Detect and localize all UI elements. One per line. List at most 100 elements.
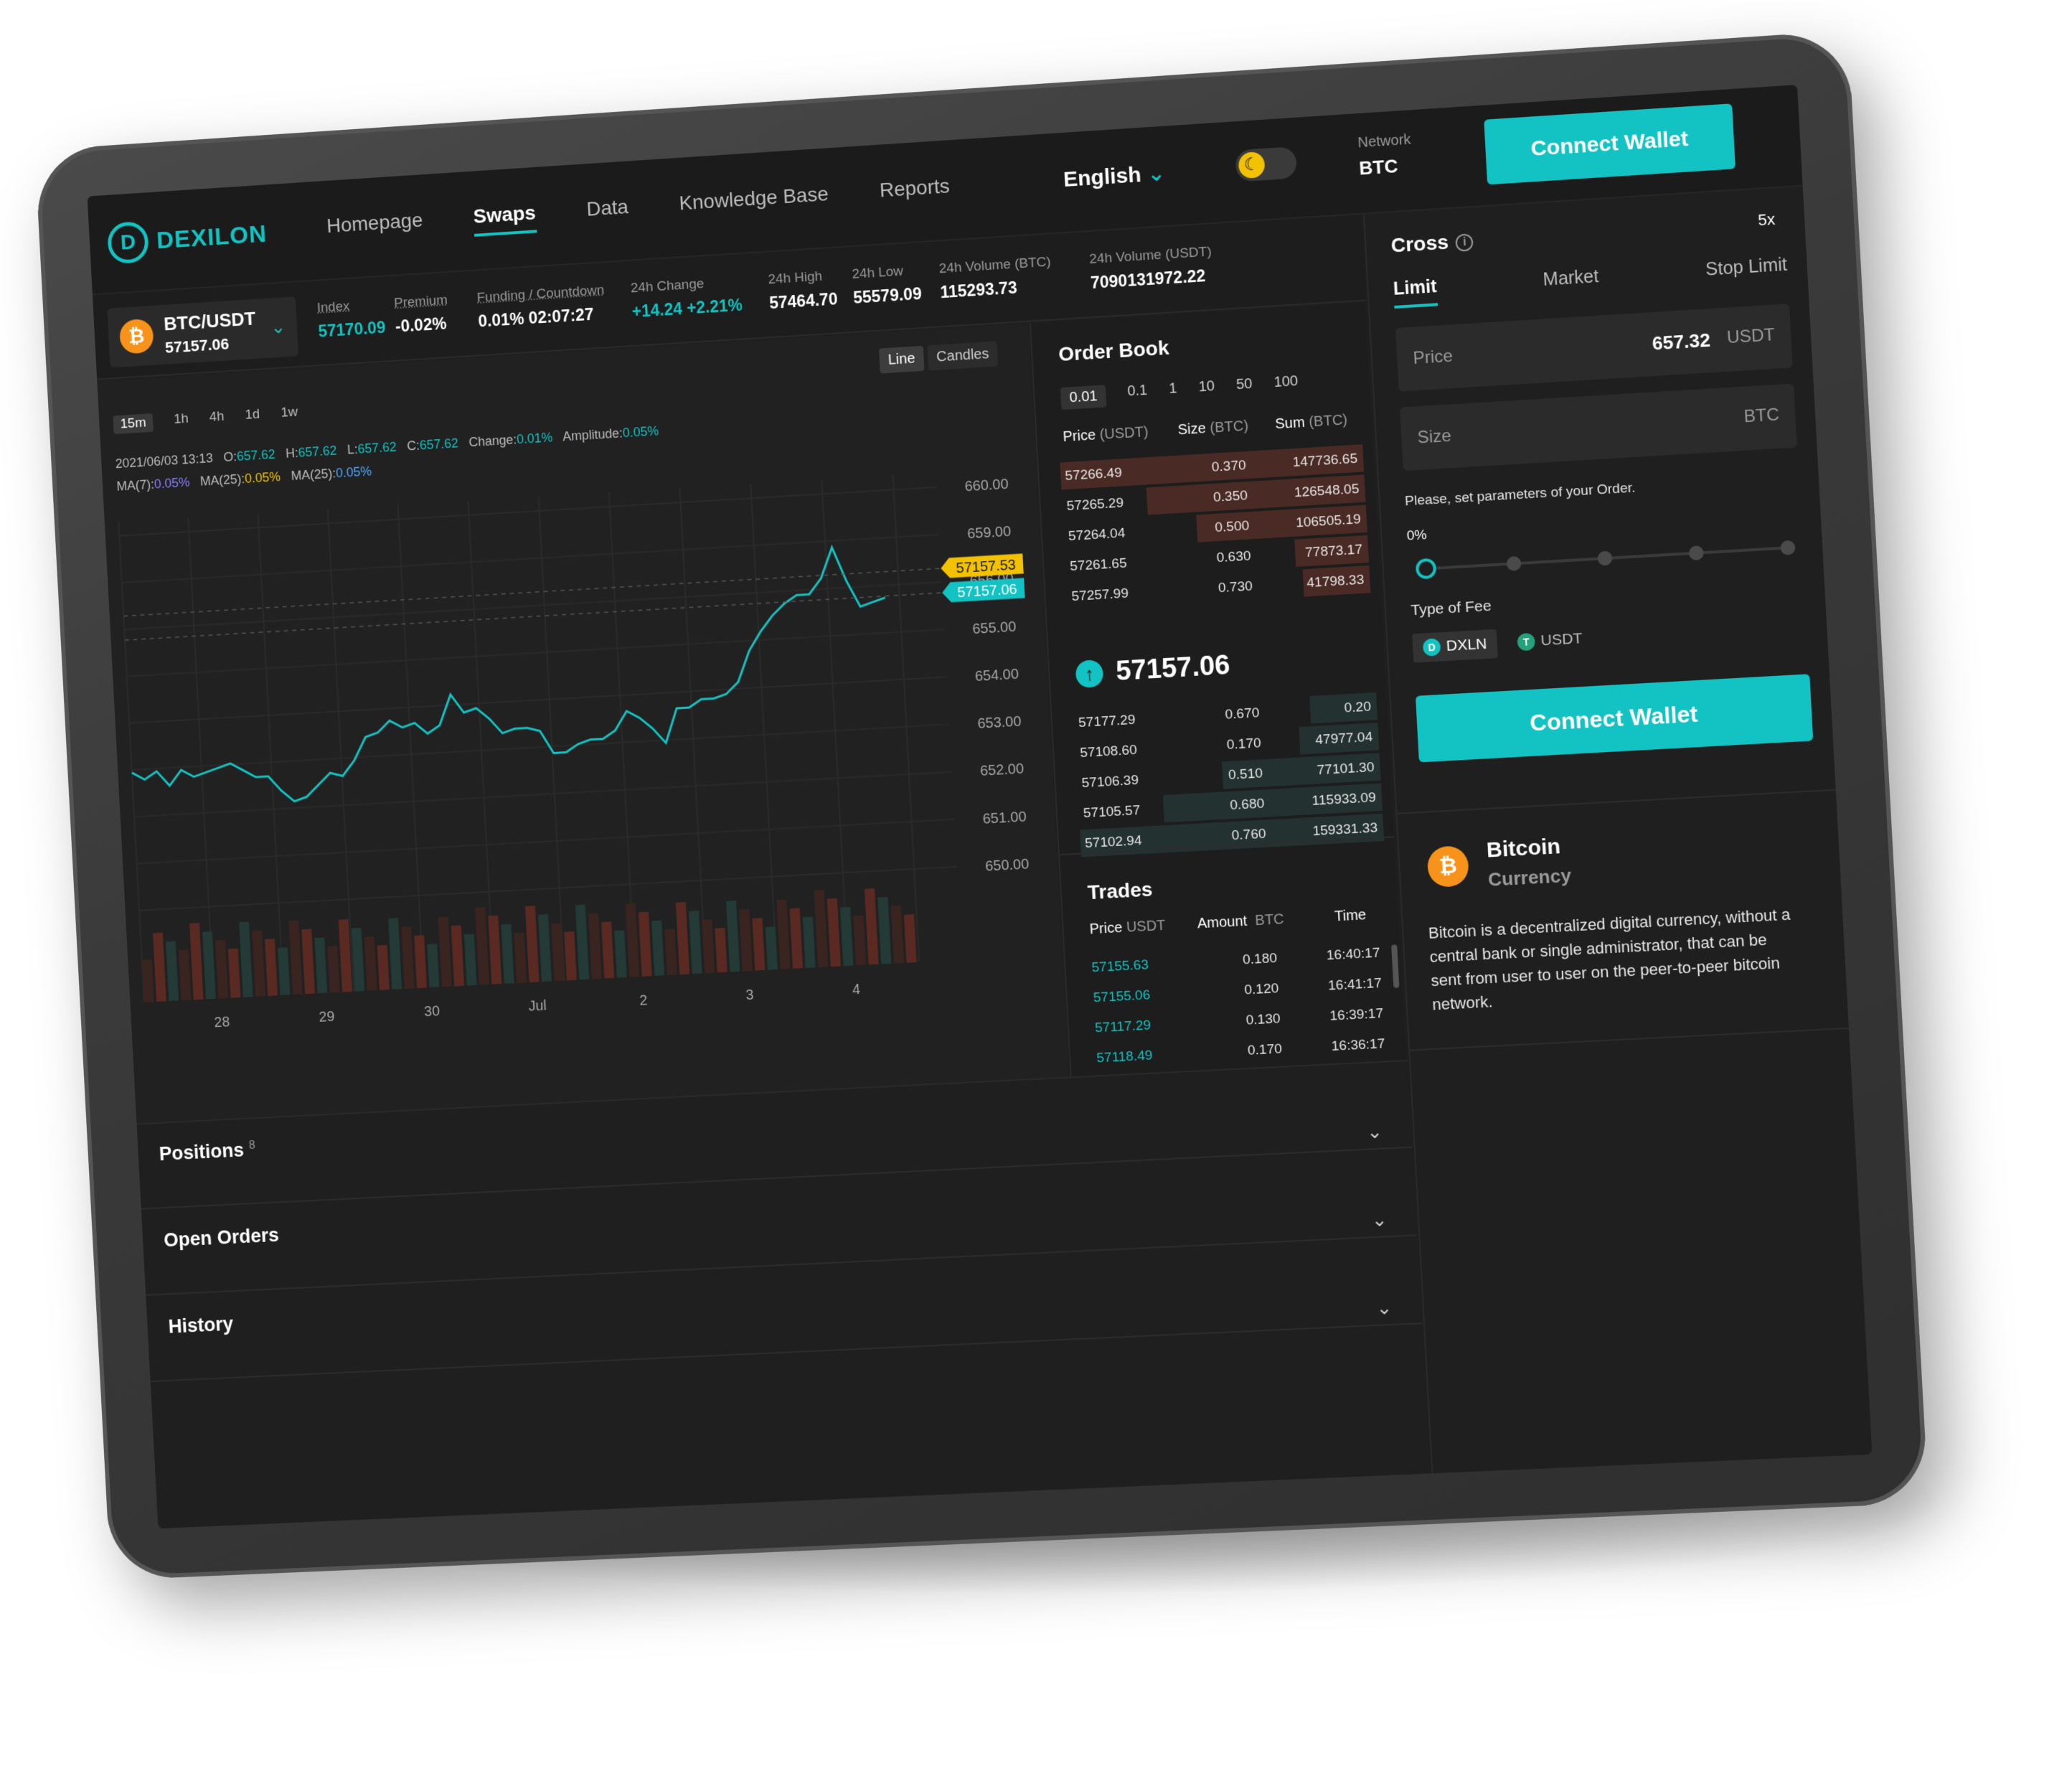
slider-step-dot xyxy=(1597,550,1613,566)
margin-mode[interactable]: Cross i xyxy=(1390,229,1474,257)
size-field[interactable]: Size BTC xyxy=(1400,383,1797,471)
ob-header-sum: Sum (BTC) xyxy=(1275,412,1348,433)
leverage-value[interactable]: 5x xyxy=(1757,210,1776,230)
volume-bar xyxy=(551,923,565,982)
timeframe-15m[interactable]: 15m xyxy=(113,413,154,435)
nav-link-homepage[interactable]: Homepage xyxy=(326,208,423,238)
pair-symbol: BTC/USDT xyxy=(163,307,256,335)
trade-row: 57155.63 0.180 16:40:17 xyxy=(1091,945,1387,975)
chevron-down-icon[interactable]: ⌄ xyxy=(1375,1296,1393,1319)
fee-option-usdt[interactable]: T USDT xyxy=(1517,630,1583,652)
timeframe-1d[interactable]: 1d xyxy=(245,406,260,423)
stat-funding-label: Funding / Countdown xyxy=(476,282,605,306)
pair-selector[interactable]: ₿ BTC/USDT 57157.06 ⌄ xyxy=(107,296,299,368)
stat-low-value: 55579.09 xyxy=(852,283,923,307)
y-tick-label: 655.00 xyxy=(972,619,1017,637)
stat-premium-value: -0.02% xyxy=(395,314,448,336)
timeframe-1w[interactable]: 1w xyxy=(280,404,298,420)
tr-header-price: Price USDT xyxy=(1089,918,1166,939)
volume-bar xyxy=(827,898,841,967)
fee-option-dxln[interactable]: D DXLN xyxy=(1412,629,1498,663)
nav-link-swaps[interactable]: Swaps xyxy=(472,201,537,237)
ob-cell-price: 57177.29 xyxy=(1078,712,1136,731)
tablet-device: D DEXILON Homepage Swaps Data Knowledge … xyxy=(34,30,1929,1581)
volume-bar xyxy=(377,944,390,990)
volume-bar xyxy=(239,921,253,997)
slider-step-dot xyxy=(1780,540,1796,556)
ma7-label: MA(7): xyxy=(116,476,155,494)
volume-bar xyxy=(853,915,867,966)
timeframe-1h[interactable]: 1h xyxy=(173,411,189,427)
tab-market[interactable]: Market xyxy=(1542,265,1600,290)
stat-funding: Funding / Countdown 0.01% 02:07:27 xyxy=(476,283,606,332)
volume-bar xyxy=(202,931,216,1000)
ohlc-change-label: Change: xyxy=(468,432,517,450)
connect-wallet-button[interactable]: Connect Wallet xyxy=(1415,674,1814,763)
info-icon[interactable]: i xyxy=(1455,232,1474,252)
tr-header-amount-text: Amount xyxy=(1197,913,1248,932)
grid-line xyxy=(893,475,920,962)
ob-cell-size: 0.500 xyxy=(1214,518,1250,536)
precision-0-01[interactable]: 0.01 xyxy=(1060,385,1107,410)
volume-bar xyxy=(141,959,154,1002)
nav-link-data[interactable]: Data xyxy=(585,195,629,220)
y-tick-label: 650.00 xyxy=(985,856,1030,874)
price-line-chart[interactable]: 660.00659.00656.00655.00654.00653.00652.… xyxy=(97,324,1068,1124)
trade-amount: 0.170 xyxy=(1247,1041,1283,1058)
precision-100[interactable]: 100 xyxy=(1273,372,1299,391)
precision-50[interactable]: 50 xyxy=(1235,375,1253,393)
connect-wallet-button-top[interactable]: Connect Wallet xyxy=(1484,103,1736,185)
precision-1[interactable]: 1 xyxy=(1168,380,1178,398)
mid-price-value: 57157.06 xyxy=(1115,649,1231,687)
price-field[interactable]: Price 657.32 USDT xyxy=(1395,304,1793,392)
chevron-down-icon[interactable]: ⌄ xyxy=(1366,1120,1383,1143)
funding-countdown: 02:07:27 xyxy=(528,304,594,328)
x-tick-label: 3 xyxy=(745,987,754,1004)
x-tick-label: 4 xyxy=(852,982,860,998)
trade-row: 57117.29 0.130 16:39:17 xyxy=(1095,1005,1390,1035)
price-marker-tag xyxy=(940,553,1024,579)
nav-link-reports[interactable]: Reports xyxy=(879,174,951,202)
size-slider[interactable] xyxy=(1415,537,1796,581)
ohlc-h-label: H: xyxy=(285,446,299,461)
slider-handle[interactable] xyxy=(1415,558,1437,580)
timeframe-4h[interactable]: 4h xyxy=(209,408,225,425)
precision-0-1[interactable]: 0.1 xyxy=(1126,382,1148,400)
network-label: Network xyxy=(1357,131,1412,151)
logo[interactable]: D DEXILON xyxy=(106,213,268,265)
volume-bar xyxy=(877,897,892,964)
nav-link-knowledge-base[interactable]: Knowledge Base xyxy=(678,182,829,215)
trades-scrollbar[interactable] xyxy=(1391,944,1400,988)
stat-vol-btc-value: 115293.73 xyxy=(939,278,1018,302)
positions-count: 8 xyxy=(248,1139,256,1152)
language-select[interactable]: English ⌄ xyxy=(1063,161,1166,192)
chart-type-candles[interactable]: Candles xyxy=(927,341,999,371)
theme-toggle[interactable]: ☾ xyxy=(1235,146,1298,182)
change-abs: +14.24 xyxy=(631,299,683,321)
volume-bar xyxy=(739,909,753,972)
ohlc-change-value: 0.01% xyxy=(516,430,553,447)
ob-cell-size: 0.730 xyxy=(1218,578,1253,596)
volume-bar xyxy=(364,936,377,991)
price-field-label: Price xyxy=(1412,346,1454,369)
tab-stop-limit[interactable]: Stop Limit xyxy=(1705,254,1788,280)
tab-limit[interactable]: Limit xyxy=(1393,276,1438,309)
dxln-token-icon: D xyxy=(1422,638,1441,657)
trade-row: 57118.49 0.170 16:36:17 xyxy=(1096,1036,1392,1066)
ohlc-o-label: O: xyxy=(222,449,237,465)
volume-bar xyxy=(702,918,715,974)
chart-type-line[interactable]: Line xyxy=(878,345,925,374)
chevron-down-icon[interactable]: ⌄ xyxy=(1370,1208,1388,1231)
tr-header-amount: Amount BTC xyxy=(1197,911,1284,932)
volume-bar xyxy=(388,918,402,990)
volume-bar xyxy=(252,930,265,997)
grid-line xyxy=(118,522,144,1002)
chevron-down-icon: ⌄ xyxy=(1146,161,1167,187)
volume-bar xyxy=(864,888,879,965)
y-tick-label: 652.00 xyxy=(979,761,1024,780)
volume-bar xyxy=(588,913,602,979)
precision-10[interactable]: 10 xyxy=(1197,378,1215,395)
volume-bar xyxy=(427,944,440,988)
volume-bar xyxy=(601,921,615,979)
trade-price: 57117.29 xyxy=(1094,1018,1152,1036)
